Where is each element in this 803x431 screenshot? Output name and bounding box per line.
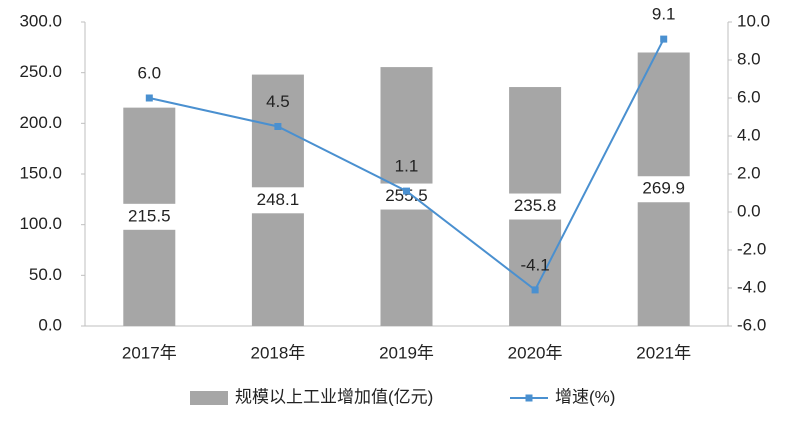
y-tick-label: 250.0 bbox=[19, 62, 62, 81]
x-tick-label: 2021年 bbox=[636, 343, 691, 362]
value-label: 215.5 bbox=[128, 206, 171, 225]
y-tick-label: 50.0 bbox=[29, 265, 62, 284]
value-label: -4.1 bbox=[520, 255, 549, 274]
legend-label: 增速(%) bbox=[555, 387, 615, 406]
value-label-bg bbox=[119, 203, 180, 230]
y2-tick-label: 10.0 bbox=[737, 11, 770, 30]
y-tick-label: 300.0 bbox=[19, 11, 62, 30]
value-label: 6.0 bbox=[137, 63, 161, 82]
y2-tick-label: 2.0 bbox=[737, 163, 761, 182]
value-label: 9.1 bbox=[652, 5, 676, 24]
line-marker bbox=[531, 286, 539, 294]
value-label: 269.9 bbox=[642, 179, 685, 198]
value-label: 1.1 bbox=[395, 157, 419, 176]
value-label-bg bbox=[505, 193, 566, 220]
y-tick-label: 0.0 bbox=[38, 315, 62, 334]
legend-swatch bbox=[190, 391, 228, 405]
line-marker bbox=[660, 35, 668, 43]
y-tick-label: 200.0 bbox=[19, 113, 62, 132]
legend-label: 规模以上工业增加值(亿元) bbox=[235, 387, 433, 406]
x-tick-label: 2018年 bbox=[250, 343, 305, 362]
y2-tick-label: -6.0 bbox=[737, 315, 766, 334]
value-label-bg bbox=[633, 176, 694, 203]
y2-tick-label: -4.0 bbox=[737, 277, 766, 296]
value-label-bg bbox=[247, 187, 308, 214]
line-marker bbox=[403, 187, 410, 195]
y2-tick-label: -2.0 bbox=[737, 239, 766, 258]
legend-swatch bbox=[525, 394, 533, 402]
y-tick-label: 100.0 bbox=[19, 214, 62, 233]
value-label: 235.8 bbox=[514, 196, 557, 215]
y2-tick-label: 4.0 bbox=[737, 125, 761, 144]
y2-tick-label: 6.0 bbox=[737, 87, 761, 106]
x-tick-label: 2020年 bbox=[508, 343, 563, 362]
line-marker bbox=[145, 94, 153, 102]
value-label: 4.5 bbox=[266, 92, 290, 111]
y2-tick-label: 0.0 bbox=[737, 201, 761, 220]
y-tick-label: 150.0 bbox=[19, 163, 62, 182]
x-tick-label: 2017年 bbox=[122, 343, 177, 362]
value-label: 248.1 bbox=[257, 190, 300, 209]
line-marker bbox=[274, 123, 282, 130]
x-tick-label: 2019年 bbox=[379, 343, 434, 362]
y2-tick-label: 8.0 bbox=[737, 49, 761, 68]
